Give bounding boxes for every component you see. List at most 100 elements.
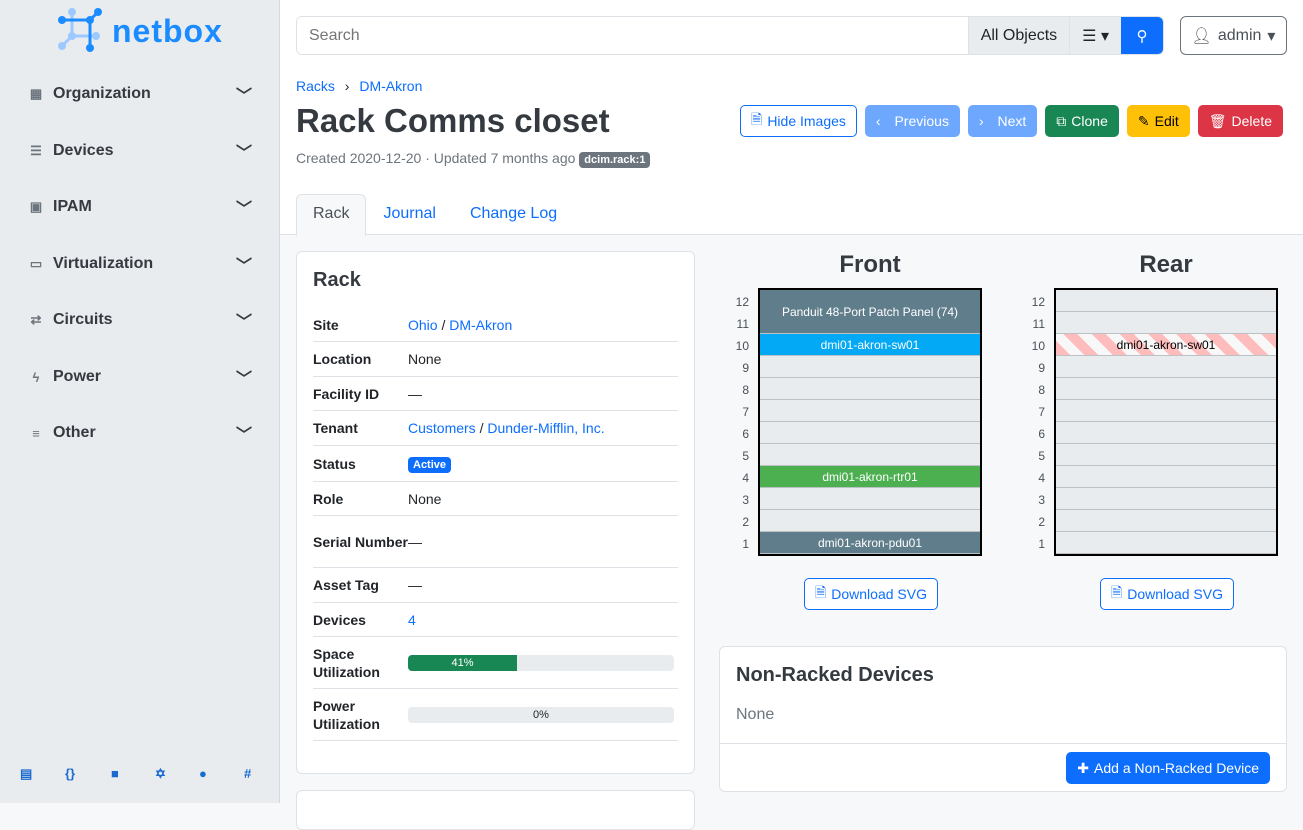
slack-icon[interactable]: # (244, 766, 252, 781)
breadcrumb: Racks › DM-Akron (296, 78, 423, 94)
chevron-down-icon: ﹀ (235, 314, 252, 331)
unit-number: 9 (1038, 361, 1045, 375)
chevron-down-icon: ﹀ (235, 201, 252, 218)
label: Space Utilization (313, 645, 380, 680)
monitor-icon: ▭ (29, 256, 43, 271)
rack-unit-slot[interactable] (760, 356, 980, 378)
label: Hide Images (767, 113, 846, 129)
github-icon[interactable]: ● (199, 766, 207, 781)
tenant-group-link[interactable]: Customers (408, 420, 476, 436)
rack-unit-slot[interactable] (1056, 400, 1276, 422)
rack-unit-slot[interactable] (1056, 510, 1276, 532)
sidebar-item-devices[interactable]: ☰ Devices ﹀ (28, 139, 252, 163)
site-link[interactable]: DM-Akron (449, 316, 513, 333)
region-link[interactable]: Ohio (408, 316, 438, 333)
graphql-icon[interactable]: ✡ (155, 766, 166, 781)
label: Add a Non-Racked Device (1094, 760, 1259, 776)
card-title: Non-Racked Devices (736, 664, 934, 686)
rack-unit-slot[interactable] (1056, 312, 1276, 334)
unit-number: 12 (735, 295, 749, 309)
docs-icon[interactable]: ■ (111, 766, 119, 781)
tab-change-log[interactable]: Change Log (469, 205, 558, 222)
add-non-racked-device-button[interactable]: ✚ Add a Non-Racked Device (1066, 752, 1270, 784)
breadcrumb-racks[interactable]: Racks (296, 78, 335, 94)
rack-unit-slot[interactable] (760, 422, 980, 444)
unit-number: 7 (742, 405, 749, 419)
search-button[interactable]: ⚲ (1121, 17, 1163, 54)
server-icon: ☰ (30, 143, 42, 158)
pencil-icon: ✎ (1137, 112, 1150, 129)
delete-button[interactable]: 🗑︎ Delete (1197, 105, 1283, 137)
front-title: Front (839, 251, 901, 278)
rack-unit-slot[interactable] (760, 400, 980, 422)
lightning-icon: ϟ (32, 369, 40, 385)
unit-number: 6 (742, 427, 749, 441)
rack-device[interactable]: dmi01-akron-pdu01 (760, 532, 980, 554)
rack-unit-slot[interactable] (1056, 466, 1276, 488)
tab-journal[interactable]: Journal (383, 205, 436, 222)
other-icon: ≡ (32, 425, 40, 441)
rack-device[interactable]: Panduit 48-Port Patch Panel (74) (760, 290, 980, 334)
rack-device[interactable]: dmi01-akron-sw01 (1056, 334, 1276, 356)
unit-number: 5 (1038, 449, 1045, 463)
unit-number: 10 (735, 339, 749, 353)
sidebar-item-organization[interactable]: ▦ Organization ﹀ (28, 82, 252, 106)
rack-unit-slot[interactable] (1056, 378, 1276, 400)
label: Facility ID (313, 385, 380, 402)
next-card (296, 790, 695, 830)
tab-rack[interactable]: Rack (296, 194, 367, 236)
user-menu[interactable]: 👤︎ admin ▾ (1180, 16, 1287, 55)
next-button[interactable]: › Next (967, 105, 1038, 137)
clone-button[interactable]: ⧉ Clone (1045, 105, 1119, 137)
rack-unit-slot[interactable] (760, 444, 980, 466)
api-icon[interactable]: {} (65, 766, 76, 781)
breadcrumb-site[interactable]: DM-Akron (359, 78, 423, 94)
rack-unit-slot[interactable] (1056, 444, 1276, 466)
rack-unit-slot[interactable] (1056, 290, 1276, 312)
rack-unit-slot[interactable] (1056, 356, 1276, 378)
sidebar-item-virtualization[interactable]: ▭ Virtualization ﹀ (28, 252, 252, 276)
unit-number: 10 (1031, 339, 1045, 353)
download-rear-svg-button[interactable]: 🗎︎ Download SVG (1100, 578, 1234, 610)
chevron-down-icon: ﹀ (235, 427, 252, 444)
rack-unit-slot[interactable] (1056, 532, 1276, 554)
sidebar-item-other[interactable]: ≡ Other ﹀ (28, 421, 252, 445)
sidebar-item-circuits[interactable]: ⇄ Circuits ﹀ (28, 308, 252, 332)
non-racked-value: None (736, 706, 775, 723)
rack-device[interactable]: dmi01-akron-rtr01 (760, 466, 980, 488)
devices-link[interactable]: 4 (408, 611, 416, 628)
sidebar-item-ipam[interactable]: ▣ IPAM ﹀ (28, 195, 252, 219)
facility-value: — (408, 385, 422, 402)
rack-unit-slot[interactable] (760, 378, 980, 400)
netbox-logo[interactable]: netbox (56, 8, 223, 54)
label: Location (313, 351, 372, 367)
file-icon: 🗎︎ (1111, 584, 1123, 600)
previous-button[interactable]: ‹ Previous (864, 105, 960, 137)
rack-unit-slot[interactable] (1056, 422, 1276, 444)
label: Other (53, 424, 96, 441)
unit-number: 2 (1038, 515, 1045, 529)
tenant-link[interactable]: Dunder-Mifflin, Inc. (487, 420, 605, 436)
search-input[interactable] (297, 17, 968, 54)
label: Clone (1071, 113, 1108, 129)
label: Delete (1231, 113, 1272, 129)
sidebar-item-power[interactable]: ϟ Power ﹀ (28, 365, 252, 389)
asset-tag-value: — (408, 577, 422, 593)
edit-button[interactable]: ✎ Edit (1126, 105, 1190, 137)
search-scope-select[interactable]: All Objects (967, 17, 1070, 54)
unit-number: 9 (742, 361, 749, 375)
label: Role (313, 490, 344, 507)
download-front-svg-button[interactable]: 🗎︎ Download SVG (804, 578, 938, 610)
hide-images-button[interactable]: 🗎︎ Hide Images (740, 105, 857, 137)
unit-number: 12 (1031, 295, 1045, 309)
rack-device[interactable]: dmi01-akron-sw01 (760, 334, 980, 356)
label: Next (997, 113, 1027, 129)
rack-unit-slot[interactable] (1056, 488, 1276, 510)
rack-unit-slot[interactable] (760, 510, 980, 532)
rack-unit-slot[interactable] (760, 488, 980, 510)
unit-number: 4 (1038, 471, 1045, 485)
book-icon[interactable]: ▤ (20, 766, 33, 781)
label: Power (53, 368, 102, 385)
page-meta: Created 2020-12-20 · Updated 7 months ag… (296, 150, 651, 168)
search-filter-button[interactable]: ☰ ▾ (1069, 17, 1121, 54)
